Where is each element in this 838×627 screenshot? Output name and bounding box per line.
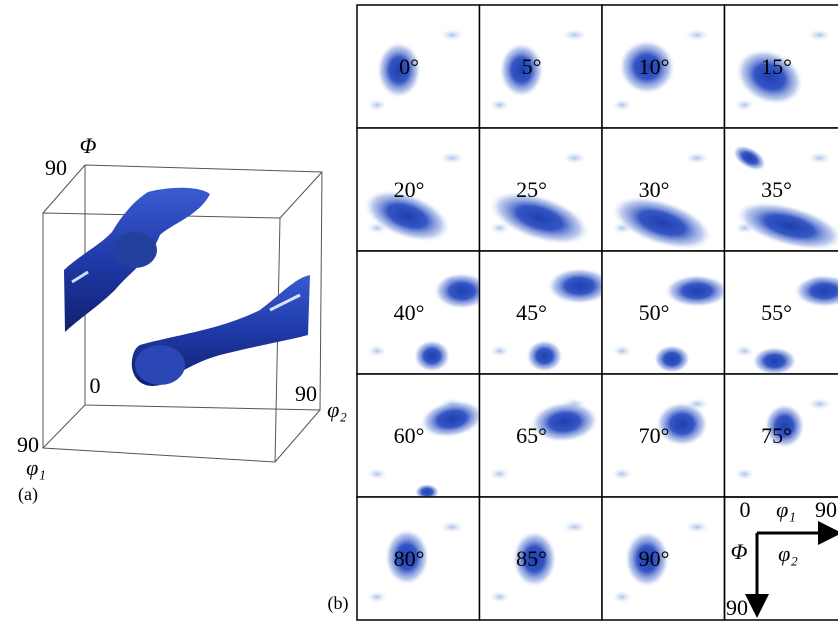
faint-spot: [808, 29, 832, 41]
section-cell: 35°: [725, 128, 838, 260]
faint-spot: [685, 152, 709, 164]
panel-label: (a): [18, 484, 38, 505]
faint-spot: [563, 29, 587, 41]
faint-spot: [440, 152, 464, 164]
section-grid: 0° 5° 10° 15° 20° 25° 30° 35° 40° 45° 50° 55° 60° 65°…: [357, 5, 838, 620]
faint-spot: [735, 345, 755, 357]
section-cell: 40°: [357, 251, 490, 374]
section-cell: 45°: [480, 251, 612, 374]
faint-spot: [490, 345, 510, 357]
faint-spot: [808, 152, 832, 164]
section-label: 45°: [516, 300, 547, 325]
section-cell: 55°: [725, 251, 838, 375]
tick-label: 0: [90, 373, 101, 398]
faint-spot: [490, 99, 510, 111]
section-label: 70°: [639, 423, 670, 448]
section-cell: 75°: [725, 374, 838, 497]
section-label: 90°: [639, 546, 670, 571]
section-cell: 20°: [357, 128, 480, 252]
intensity-blob: [665, 275, 729, 307]
section-label: 75°: [761, 423, 792, 448]
faint-spot: [612, 99, 632, 111]
panel-label: (b): [328, 593, 349, 614]
section-cell: 60°: [357, 374, 487, 500]
section-cell: 65°: [480, 374, 603, 497]
faint-spot: [735, 99, 755, 111]
tick-label: 90: [17, 432, 39, 457]
figure: Φ 90 0 90 φ₂ 90 φ₁ (a) 0° 5° 10° 15° 20° 25° 3…: [0, 0, 838, 622]
section-label: 0°: [399, 54, 419, 79]
section-cell: 15°: [725, 5, 838, 128]
faint-spot: [685, 29, 709, 41]
section-label: 40°: [394, 300, 425, 325]
axis-label: Φ: [80, 133, 97, 158]
section-label: 5°: [522, 54, 542, 79]
faint-spot: [612, 591, 632, 603]
section-cell: 50°: [602, 251, 729, 374]
faint-spot: [685, 521, 709, 533]
key: 0 φ₁ 90 Φ φ₂ 90: [726, 497, 837, 620]
key-label: φ₁: [776, 497, 796, 522]
key-label: φ₂: [778, 541, 798, 566]
faint-spot: [440, 521, 464, 533]
section-cell: 70°: [602, 374, 725, 497]
section-label: 60°: [394, 423, 425, 448]
key-label: 90: [726, 595, 748, 620]
section-label: 65°: [516, 423, 547, 448]
section-label: 85°: [516, 546, 547, 571]
section-label: 20°: [394, 177, 425, 202]
faint-spot: [563, 152, 587, 164]
axis-label: φ₁: [26, 455, 46, 480]
section-label: 30°: [639, 177, 670, 202]
key-label: 90: [815, 497, 837, 522]
faint-spot: [367, 345, 387, 357]
section-label: 50°: [639, 300, 670, 325]
intensity-blob: [753, 347, 797, 375]
section-cell: 10°: [602, 5, 725, 128]
key-label: 0: [740, 497, 751, 522]
faint-spot: [367, 591, 387, 603]
section-label: 25°: [516, 177, 547, 202]
section-cell: 5°: [480, 5, 603, 128]
section-cell: 30°: [602, 128, 725, 260]
intensity-blob: [414, 340, 450, 372]
faint-spot: [367, 468, 387, 480]
section-cell: 85°: [480, 497, 603, 620]
tick-label: 90: [45, 155, 67, 180]
section-cell: 25°: [480, 128, 603, 255]
section-cell: 80°: [357, 497, 480, 620]
section-label: 10°: [639, 54, 670, 79]
section-label: 55°: [761, 300, 792, 325]
faint-spot: [563, 521, 587, 533]
faint-spot: [735, 468, 755, 480]
faint-spot: [367, 99, 387, 111]
section-label: 35°: [761, 177, 792, 202]
section-cell: 0°: [357, 5, 480, 128]
faint-spot: [440, 29, 464, 41]
intensity-blob: [654, 345, 690, 373]
section-label: 80°: [394, 546, 425, 571]
intensity-blob: [527, 340, 563, 372]
faint-spot: [808, 398, 832, 410]
axis-label: φ₂: [327, 397, 347, 422]
section-label: 15°: [761, 54, 792, 79]
faint-spot: [490, 591, 510, 603]
faint-spot: [612, 345, 632, 357]
faint-spot: [612, 468, 632, 480]
key-label: Φ: [731, 539, 748, 564]
faint-spot: [490, 468, 510, 480]
section-cell: 90°: [602, 497, 725, 620]
tick-label: 90: [295, 381, 317, 406]
